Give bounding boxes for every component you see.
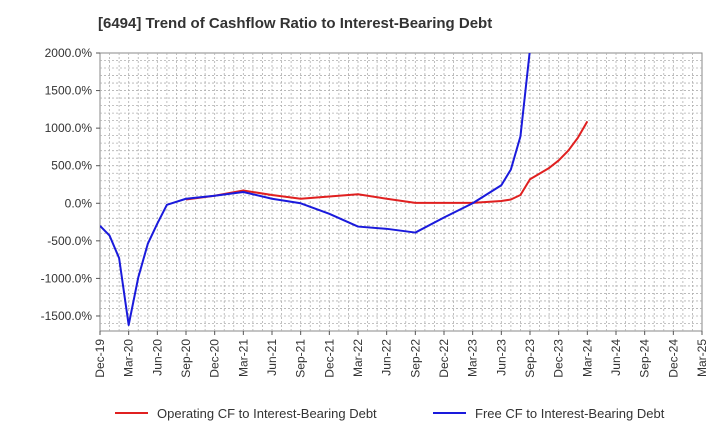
series-line-1 [185,120,589,204]
x-tick-label: Mar-24 [580,339,594,377]
x-tick-label: Mar-22 [351,339,365,377]
x-tick-label: Mar-20 [122,339,136,377]
series-layer [100,53,589,326]
x-tick-label: Dec-20 [208,339,222,378]
plot-area [99,52,703,332]
x-tick-label: Sep-21 [294,339,308,378]
x-tick-label: Sep-24 [638,339,652,378]
axes: 2000.0% 1500.0% 1000.0% 500.0% 0.0% -500.0% -1… [41,46,709,378]
x-tick-label: Dec-22 [437,339,451,378]
y-tick-label: 0.0% [65,196,93,210]
y-tick-label: -1000.0% [41,271,93,285]
legend-label-2: Free CF to Interest-Bearing Debt [475,406,665,421]
y-tick-label: 2000.0% [45,46,93,60]
series-line-2 [100,53,531,326]
x-tick-label: Mar-23 [466,339,480,377]
x-tick-label: Mar-25 [695,339,709,377]
y-tick-label: 1500.0% [45,84,93,98]
legend: Operating CF to Interest-Bearing Debt Fre… [115,406,665,421]
y-tick-label: 500.0% [51,159,92,173]
x-tick-label: Jun-24 [609,339,623,376]
x-tick-label: Jun-21 [265,339,279,376]
y-tick-label: 1000.0% [45,121,93,135]
grid [99,52,703,332]
x-tick-label: Dec-21 [322,339,336,378]
x-tick-label: Dec-19 [93,339,107,378]
x-tick-label: Mar-21 [236,339,250,377]
x-tick-label: Jun-22 [380,339,394,376]
y-tick-label: -1500.0% [41,309,93,323]
x-tick-label: Sep-20 [179,339,193,378]
x-tick-label: Dec-23 [552,339,566,378]
chart-title: [6494] Trend of Cashflow Ratio to Intere… [98,15,492,32]
x-tick-label: Jun-20 [150,339,164,376]
y-tick-label: -500.0% [47,234,92,248]
legend-label-1: Operating CF to Interest-Bearing Debt [157,406,377,421]
x-tick-label: Jun-23 [494,339,508,376]
x-tick-label: Sep-23 [523,339,537,378]
x-tick-label: Sep-22 [408,339,422,378]
x-tick-label: Dec-24 [666,339,680,378]
